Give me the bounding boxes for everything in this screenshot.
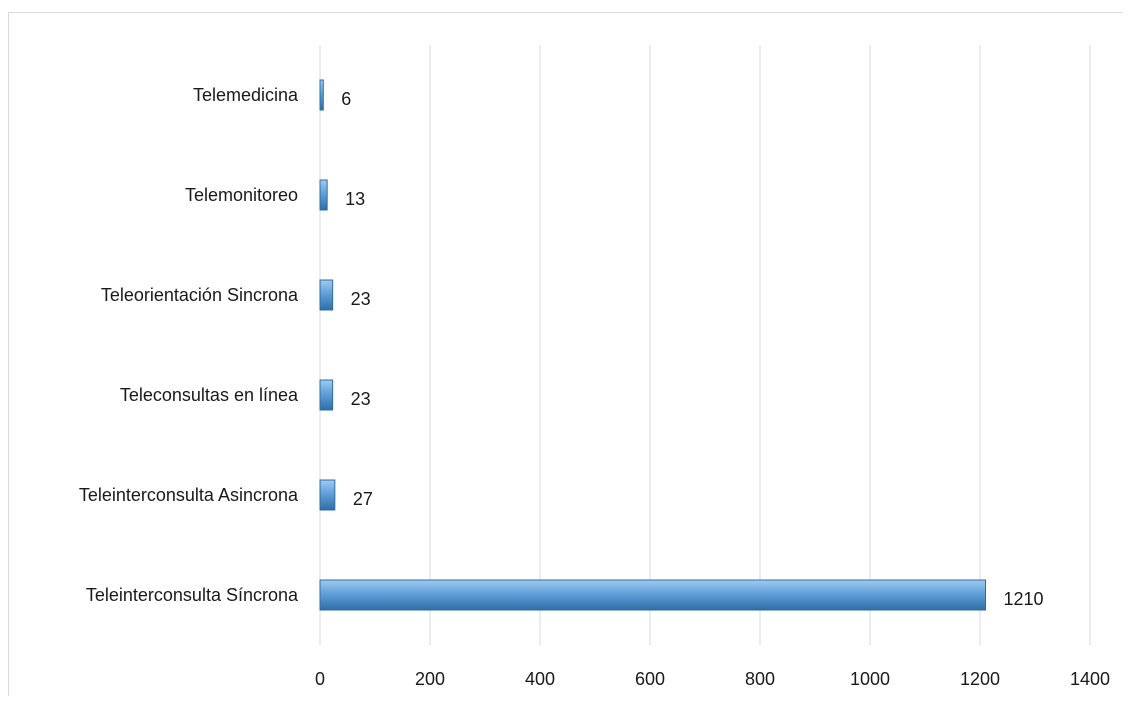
x-tick-label: 400 xyxy=(525,669,555,689)
value-label: 1210 xyxy=(1004,589,1044,609)
x-tick-label: 600 xyxy=(635,669,665,689)
bar xyxy=(319,379,334,411)
category-label: Teleinterconsulta Asincrona xyxy=(79,485,299,505)
value-label: 6 xyxy=(341,89,351,109)
value-label: 23 xyxy=(351,389,371,409)
x-tick-label: 800 xyxy=(745,669,775,689)
value-label: 13 xyxy=(345,189,365,209)
bar xyxy=(319,279,334,311)
x-tick-label: 0 xyxy=(315,669,325,689)
bar xyxy=(319,579,986,611)
value-label: 23 xyxy=(351,289,371,309)
x-tick-label: 1000 xyxy=(850,669,890,689)
bar xyxy=(319,479,336,511)
bar xyxy=(319,79,324,111)
gridlines xyxy=(319,45,1091,645)
chart-frame xyxy=(8,12,1122,696)
x-tick-label: 1400 xyxy=(1070,669,1110,689)
x-tick-label: 200 xyxy=(415,669,445,689)
value-labels: 6 13 23 23 27 1210 xyxy=(341,89,1043,609)
bar xyxy=(319,179,328,211)
x-tick-label: 1200 xyxy=(960,669,1000,689)
value-label: 27 xyxy=(353,489,373,509)
category-label: Teleconsultas en línea xyxy=(120,385,299,405)
x-tick-labels: 0 200 400 600 800 1000 1200 1400 xyxy=(315,669,1110,689)
category-label: Telemonitoreo xyxy=(185,185,298,205)
category-label: Teleorientación Sincrona xyxy=(101,285,299,305)
category-label: Telemedicina xyxy=(193,85,299,105)
category-label: Teleinterconsulta Síncrona xyxy=(86,585,299,605)
bars xyxy=(319,79,986,611)
category-labels: Telemedicina Telemonitoreo Teleorientación… xyxy=(79,85,299,605)
